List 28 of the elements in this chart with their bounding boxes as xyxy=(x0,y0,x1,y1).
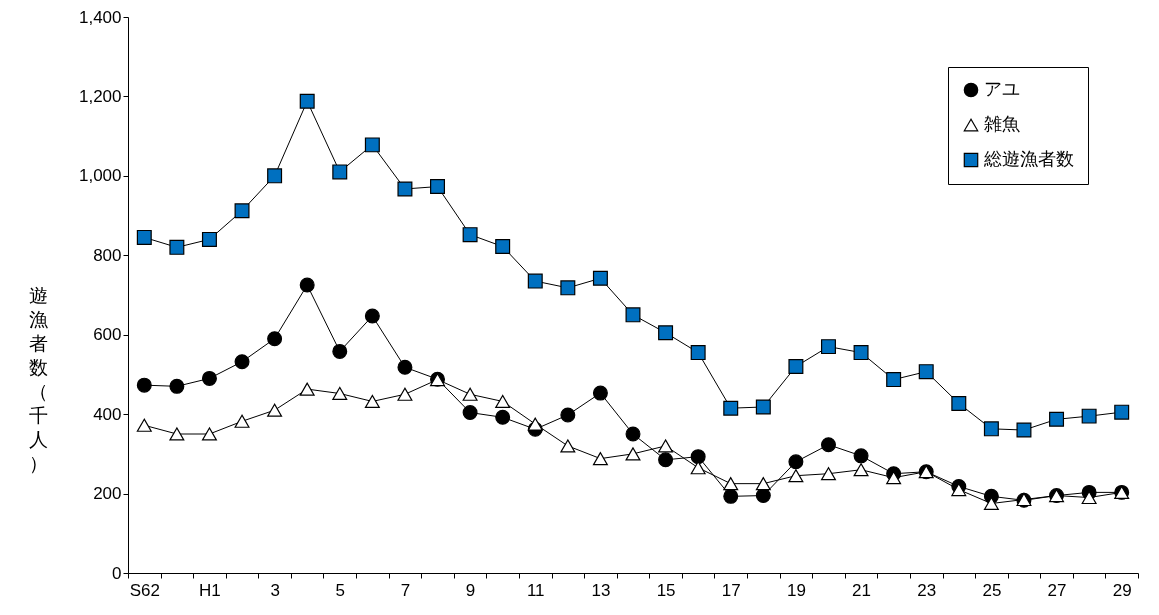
legend-label: 雑魚 xyxy=(984,114,1020,134)
y-tick-label: 1,000 xyxy=(78,166,122,186)
y-tick-label: 200 xyxy=(93,484,122,504)
y-tick-label: 1,400 xyxy=(78,7,122,27)
legend-label: 総遊漁者数 xyxy=(983,149,1074,169)
x-tick-label: 15 xyxy=(656,580,676,600)
x-tick-label: 3 xyxy=(270,580,280,600)
x-tick-label: 7 xyxy=(400,580,411,600)
x-tick-label: 17 xyxy=(721,580,741,600)
x-tick-label: 23 xyxy=(917,580,937,600)
y-tick-label: 400 xyxy=(93,404,122,424)
x-tick-label: 13 xyxy=(591,580,611,600)
y-tick-label: 1,200 xyxy=(78,86,122,106)
y-axis-title: 遊漁者数（千人） xyxy=(29,284,48,474)
x-tick-label: H1 xyxy=(199,580,221,600)
x-tick-label: 5 xyxy=(335,580,346,600)
x-tick-label: 9 xyxy=(465,580,476,600)
x-tick-label: 29 xyxy=(1112,580,1132,600)
x-tick-label: 27 xyxy=(1047,580,1067,600)
x-tick-label: 21 xyxy=(852,580,872,600)
y-tick-label: 0 xyxy=(112,563,122,583)
legend-label: アユ xyxy=(984,79,1020,99)
y-tick-label: 800 xyxy=(93,245,122,265)
x-tick-label: 19 xyxy=(786,580,806,600)
x-tick-label: S62 xyxy=(129,580,160,600)
y-tick-label: 600 xyxy=(93,325,122,345)
x-tick-label: 25 xyxy=(982,580,1002,600)
x-tick-label: 11 xyxy=(526,580,545,600)
